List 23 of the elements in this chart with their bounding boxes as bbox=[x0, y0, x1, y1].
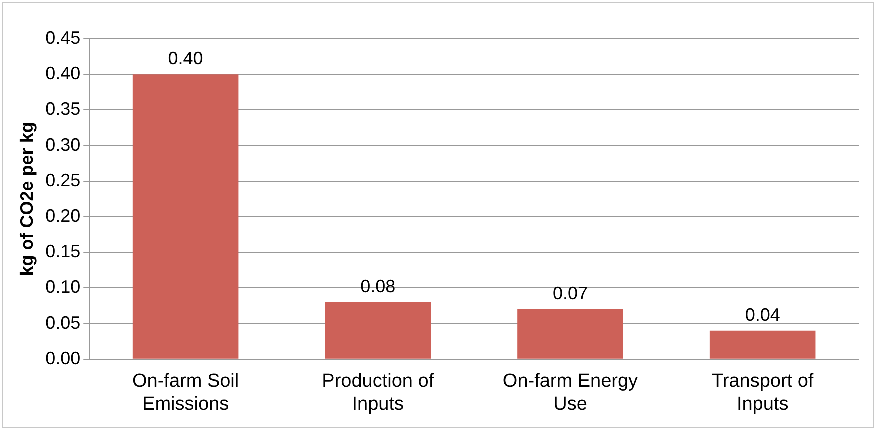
y-tick-label: 0.05 bbox=[46, 312, 81, 333]
data-label: 0.08 bbox=[360, 276, 396, 296]
y-tick-label: 0.35 bbox=[46, 99, 81, 120]
bar bbox=[710, 330, 816, 359]
x-tick-label: Transport of Inputs bbox=[712, 371, 814, 415]
x-tick-label: On-farm Soil Emissions bbox=[132, 371, 240, 415]
y-tick-label: 0.40 bbox=[46, 64, 81, 84]
bar bbox=[325, 302, 432, 359]
y-tick-label: 0.10 bbox=[46, 277, 81, 298]
bar bbox=[518, 310, 624, 359]
data-label: 0.04 bbox=[745, 304, 780, 325]
y-tick-label: 0.20 bbox=[46, 206, 81, 226]
y-tick-label: 0.15 bbox=[46, 242, 81, 262]
x-tick-label: On-farm Energy Use bbox=[502, 371, 639, 415]
y-tick-label: 0.30 bbox=[46, 134, 81, 155]
y-tick-label: 0.00 bbox=[46, 348, 81, 368]
y-axis-title: kg of CO2e per kg bbox=[16, 122, 37, 276]
data-label: 0.07 bbox=[552, 284, 588, 304]
y-tick-label: 0.25 bbox=[46, 170, 81, 190]
y-tick-label: 0.45 bbox=[46, 28, 81, 48]
data-label: 0.40 bbox=[168, 48, 204, 69]
x-tick-label: Production of Inputs bbox=[322, 371, 435, 415]
bar bbox=[132, 74, 239, 359]
